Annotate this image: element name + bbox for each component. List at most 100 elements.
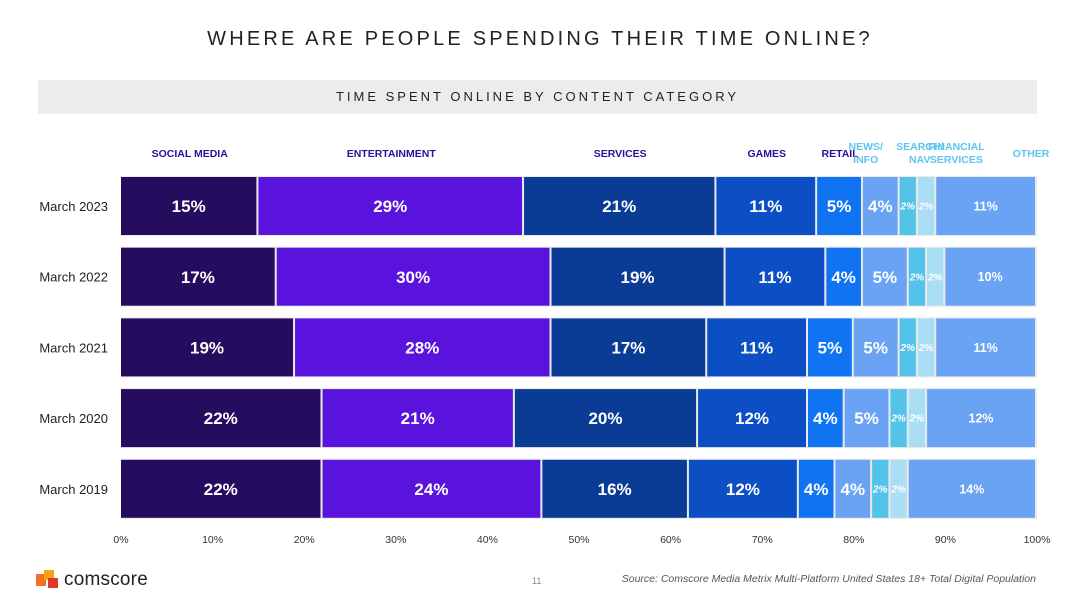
data-label: 4% xyxy=(841,480,866,499)
bar-search-nav xyxy=(872,459,889,518)
data-label: 5% xyxy=(827,197,852,216)
bar-retail xyxy=(808,389,843,448)
source-note: Source: Comscore Media Metrix Multi-Plat… xyxy=(621,573,1036,585)
bar-services xyxy=(551,247,724,306)
stacked-bar-chart: SOCIAL MEDIA ENTERTAINMENT SERVICES GAMES RE… xyxy=(39,141,1051,546)
x-tick-label: 60% xyxy=(660,534,681,546)
legend-label-services: SERVICES xyxy=(594,148,647,160)
bar-entertainment xyxy=(276,247,550,306)
comscore-logo-icon xyxy=(36,570,58,588)
data-label: 2% xyxy=(909,414,925,425)
x-tick-label: 20% xyxy=(294,534,315,546)
data-label: 28% xyxy=(405,339,439,358)
legend-label-retail: RETAIL xyxy=(821,148,859,160)
legend-label-social-media: SOCIAL MEDIA xyxy=(152,148,229,160)
data-label: 19% xyxy=(190,339,224,358)
bar-other xyxy=(936,177,1035,235)
data-label: 5% xyxy=(854,409,879,428)
data-label: 2% xyxy=(909,272,925,283)
x-tick-label: 80% xyxy=(843,534,864,546)
bar-social-media xyxy=(121,459,321,518)
page-title: WHERE ARE PEOPLE SPENDING THEIR TIME ONL… xyxy=(207,28,873,50)
data-label: 2% xyxy=(927,272,943,283)
chart-subtitle-band: TIME SPENT ONLINE BY CONTENT CATEGORY xyxy=(38,80,1037,114)
x-tick-label: 100% xyxy=(1024,534,1051,546)
data-label: 2% xyxy=(890,484,906,495)
data-label: 2% xyxy=(900,343,916,354)
data-label: 2% xyxy=(918,343,934,354)
legend-label-entertainment: ENTERTAINMENT xyxy=(347,148,437,160)
bar-games xyxy=(698,389,806,448)
bar-games xyxy=(707,318,806,377)
row-label: March 2019 xyxy=(39,482,108,497)
data-label: 11% xyxy=(973,200,997,214)
bar-services xyxy=(514,389,697,448)
data-label: 12% xyxy=(735,409,769,428)
bar-retail xyxy=(808,318,852,377)
bar-retail xyxy=(798,459,834,518)
legend-label-other: OTHER xyxy=(1013,148,1050,160)
data-label: 5% xyxy=(863,339,888,358)
data-label: 22% xyxy=(204,409,238,428)
data-label: 2% xyxy=(900,202,916,213)
bar-search-nav xyxy=(899,177,916,235)
bar-news-info xyxy=(844,389,889,448)
row-label: March 2021 xyxy=(39,340,108,355)
data-label: 20% xyxy=(588,409,622,428)
bar-financial-services xyxy=(927,247,944,306)
data-label: 4% xyxy=(804,480,829,499)
data-label: 21% xyxy=(401,409,435,428)
x-tick-label: 0% xyxy=(113,534,128,546)
bar-news-info xyxy=(862,177,898,235)
data-label: 4% xyxy=(831,268,856,287)
data-label: 2% xyxy=(918,202,934,213)
bar-entertainment xyxy=(322,459,541,518)
bar-retail xyxy=(817,177,861,235)
legend-label-financial-services: FINANCIAL SERVICES xyxy=(928,141,985,166)
bar-services xyxy=(542,459,687,518)
bar-games xyxy=(725,247,825,306)
bar-services xyxy=(524,177,715,235)
bar-games xyxy=(716,177,816,235)
bar-services xyxy=(551,318,706,377)
data-label: 15% xyxy=(172,197,206,216)
bar-entertainment xyxy=(322,389,513,448)
data-label: 5% xyxy=(818,339,843,358)
bar-financial-services xyxy=(890,459,907,518)
chart-subtitle: TIME SPENT ONLINE BY CONTENT CATEGORY xyxy=(335,89,740,104)
data-label: 5% xyxy=(873,268,898,287)
data-label: 2% xyxy=(872,484,888,495)
data-label: 14% xyxy=(959,482,984,496)
bar-entertainment xyxy=(258,177,523,235)
bar-other xyxy=(927,389,1035,448)
bar-other xyxy=(936,318,1035,377)
data-label: 29% xyxy=(373,197,407,216)
data-label: 24% xyxy=(414,480,448,499)
data-label: 22% xyxy=(204,480,238,499)
bar-news-info xyxy=(853,318,898,377)
bar-social-media xyxy=(121,247,275,306)
data-label: 30% xyxy=(396,268,430,287)
data-label: 12% xyxy=(726,480,760,499)
bar-news-info xyxy=(862,247,907,306)
bar-entertainment xyxy=(295,318,550,377)
x-tick-label: 50% xyxy=(568,534,589,546)
data-label: 17% xyxy=(611,339,645,358)
bar-financial-services xyxy=(917,318,935,377)
bar-financial-services xyxy=(908,389,926,448)
page-number: 11 xyxy=(532,576,542,586)
bar-social-media xyxy=(121,389,321,448)
x-tick-label: 90% xyxy=(935,534,956,546)
data-label: 19% xyxy=(621,268,655,287)
data-label: 10% xyxy=(978,270,1003,284)
data-label: 11% xyxy=(749,197,782,216)
bar-search-nav xyxy=(890,389,907,448)
x-tick-label: 30% xyxy=(385,534,406,546)
row-label: March 2022 xyxy=(39,270,108,285)
row-label: March 2023 xyxy=(39,199,108,214)
bar-retail xyxy=(826,247,861,306)
row-label: March 2020 xyxy=(39,411,108,426)
legend-label-search-nav: SEARCH/NAV xyxy=(896,141,943,166)
bar-other xyxy=(908,459,1035,518)
bar-games xyxy=(688,459,797,518)
